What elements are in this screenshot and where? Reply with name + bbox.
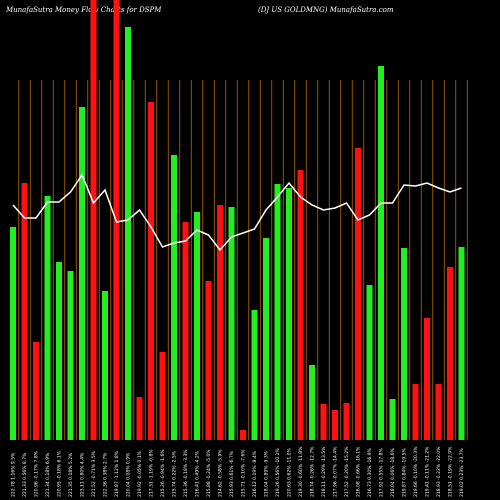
bar (217, 205, 223, 440)
bar (240, 430, 246, 440)
x-tick-label: 220.95 -0.18% 6.1% (57, 450, 63, 497)
bar (412, 384, 419, 440)
x-tick-label: 215.36 -0.18% -3.3% (183, 449, 189, 497)
bar (447, 267, 453, 440)
x-tick-label: 221.52 -0.71% 3.5% (91, 450, 97, 497)
bar (378, 66, 384, 440)
bar (297, 170, 304, 440)
x-tick-label: 214.62 -0.58% -5.9% (218, 449, 224, 497)
x-tick-label: 223.11 0.80% 4.4% (80, 452, 86, 497)
x-tick-label: 220.96 -0.17% 7.8% (34, 450, 40, 497)
x-tick-label: 217.92 0.55% -17.8% (379, 447, 385, 497)
x-tick-label: 219.41 -0.11% -21.2% (425, 446, 431, 497)
bar (286, 188, 292, 440)
chart-subtitle: (DJ US GOLDMNG) MunafaSutra.com (258, 6, 394, 14)
bar (136, 397, 143, 440)
bar (309, 365, 315, 440)
bar (274, 184, 281, 440)
x-tick-label: 218.51 -0.19% -22.9% (448, 446, 454, 497)
bar (10, 227, 16, 440)
bar (389, 399, 396, 440)
bar (458, 247, 465, 440)
x-tick-label: 215.88 -0.24% -5.0% (206, 449, 212, 497)
x-tick-label: 219.87 0.84% -19.5% (402, 447, 408, 497)
bar (79, 107, 85, 440)
bar (67, 271, 74, 440)
x-tick-label: 219.26 0.56% -10.1% (275, 447, 281, 497)
x-tick-label: 221.33 0.56% 8.7% (22, 452, 28, 497)
x-tick-label: 219.30 -0.60% -11.8% (298, 446, 304, 497)
bar (194, 212, 200, 440)
bar (343, 403, 350, 440)
x-tick-label: 215.26 -0.94% -1.6% (160, 449, 166, 497)
x-tick-label: 215.93 0.61% -6.7% (229, 450, 235, 497)
bar (21, 183, 28, 440)
bar (251, 310, 258, 440)
x-tick-label: 215.74 0.22% -2.5% (172, 450, 178, 497)
bar (424, 318, 430, 440)
chart-title: MunafaSutra Money Flow Charts for DSPM (5, 6, 162, 14)
x-tick-label: 218.04 0.89% -9.3% (264, 450, 270, 497)
bar (90, 0, 97, 440)
x-tick-label: 218.93 -0.22% -22.0% (436, 446, 442, 497)
x-tick-label: 219.92 -0.05% 0.1% (137, 450, 143, 497)
bar (332, 410, 338, 440)
bar (366, 285, 373, 440)
x-tick-label: 221.34 0.18% 6.9% (45, 452, 51, 497)
bar (205, 281, 212, 440)
x-tick-label: 218.04 0.06% -18.6% (390, 447, 396, 497)
bar (401, 248, 407, 440)
bar (102, 291, 108, 440)
x-tick-label: 222.78 1.16% 9.5% (11, 452, 17, 497)
x-tick-label: 216.08 -0.66% -16.1% (356, 446, 362, 497)
x-tick-label: 215.71 -0.10% -7.6% (241, 449, 247, 497)
bar (159, 352, 166, 440)
x-tick-label: 217.31 -1.19% -0.8% (149, 449, 155, 497)
bar (171, 155, 177, 440)
bar (355, 148, 361, 440)
bar (44, 196, 51, 440)
x-tick-label: 217.52 -0.20% -15.2% (344, 446, 350, 497)
x-tick-label: 218.11 -0.29% -13.5% (321, 446, 327, 497)
bar (263, 238, 269, 440)
bar (148, 102, 154, 440)
x-tick-label: 219.87 -1.12% 1.8% (114, 450, 120, 497)
x-tick-label: 221.35 0.18% 5.2% (68, 452, 74, 497)
flow-line (12, 173, 462, 252)
bar (435, 384, 442, 440)
bar (228, 207, 235, 440)
bar (125, 27, 131, 440)
x-tick-label: 220.04 0.08% 0.9% (126, 452, 132, 497)
bar (320, 404, 327, 440)
x-tick-label: 217.96 -0.07% -14.4% (333, 446, 339, 497)
x-tick-label: 218.74 -0.26% -12.7% (310, 446, 316, 497)
x-tick-label: 219.02 0.23% -23.7% (459, 447, 465, 497)
x-tick-label: 216.73 0.30% -16.9% (367, 447, 373, 497)
x-tick-label: 216.41 0.49% -4.2% (195, 450, 201, 497)
bar (33, 342, 39, 440)
x-tick-label: 220.63 0.62% -11.0% (287, 447, 293, 497)
x-tick-label: 216.12 0.19% -8.4% (252, 450, 258, 497)
bar (182, 222, 189, 440)
x-tick-label: 222.36 0.38% 2.7% (103, 452, 109, 497)
bar (56, 262, 62, 440)
x-tick-label: 219.66 -0.10% -20.3% (413, 446, 419, 497)
